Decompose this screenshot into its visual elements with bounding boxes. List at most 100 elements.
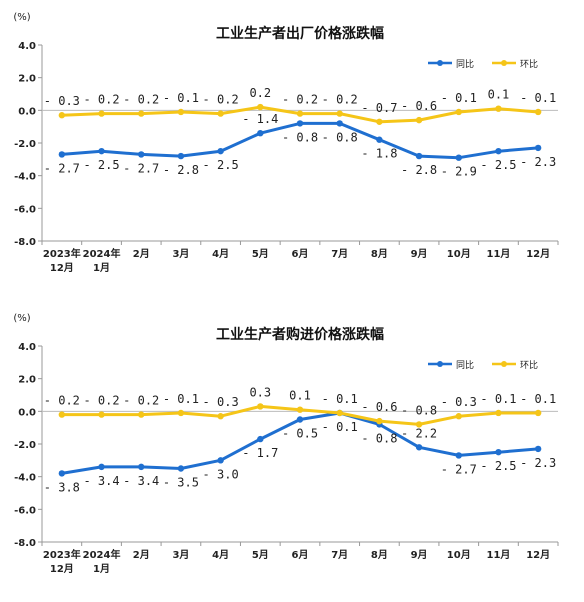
x-tick-label: 9月 xyxy=(411,248,428,260)
data-label: - 2.3 xyxy=(520,155,556,169)
data-label: - 2.5 xyxy=(480,158,516,172)
data-label: - 0.2 xyxy=(83,394,119,408)
legend-label: 环比 xyxy=(520,359,538,371)
data-point xyxy=(58,112,66,119)
y-axis-unit: (%) xyxy=(13,12,30,23)
data-label: - 0.7 xyxy=(361,101,397,115)
data-point xyxy=(177,152,185,160)
data-label: - 2.5 xyxy=(480,459,516,473)
data-label: - 0.3 xyxy=(203,395,239,409)
data-label: - 0.2 xyxy=(123,394,159,408)
y-tick-label: 2.0 xyxy=(18,74,36,85)
data-point xyxy=(217,413,224,420)
x-tick-label: 2024年 xyxy=(83,247,121,260)
x-tick-label: 2月 xyxy=(133,549,150,561)
data-label: 0.2 xyxy=(249,86,271,100)
y-tick-label: -4.0 xyxy=(14,473,36,484)
data-point xyxy=(296,110,304,117)
x-tick-label: 11月 xyxy=(487,549,511,561)
y-tick-label: 0.0 xyxy=(18,106,36,117)
chart-title: 工业生产者购进价格涨跌幅 xyxy=(216,326,384,343)
x-tick-label: 8月 xyxy=(371,549,388,561)
y-tick-label: -6.0 xyxy=(14,505,36,516)
data-point xyxy=(257,103,264,111)
data-point xyxy=(217,110,224,117)
ppi-output-chart: 工业生产者出厂价格涨跌幅 (%) 4.0 2.0 0.0 -2.0 -4.0 -6.0 -8.0… xyxy=(13,12,559,274)
data-point xyxy=(138,110,145,117)
x-tick-label: 2024年 xyxy=(83,548,121,561)
data-point xyxy=(296,406,304,413)
y-tick-label: 0.0 xyxy=(18,407,36,418)
data-label: - 3.0 xyxy=(203,467,239,481)
legend-label: 环比 xyxy=(520,58,538,70)
data-point xyxy=(296,416,304,423)
legend-label: 同比 xyxy=(456,58,474,70)
x-tick-label: 5月 xyxy=(252,248,269,260)
y-tick-label: 4.0 xyxy=(18,342,36,353)
data-point xyxy=(534,144,542,152)
chart-svg: 工业生产者购进价格涨跌幅 (%) 4.0 2.0 0.0 -2.0 -4.0 -6.0 -8.0… xyxy=(13,313,559,575)
y-tick-label: -2.0 xyxy=(14,139,36,150)
data-point xyxy=(534,445,542,453)
data-point xyxy=(415,421,423,428)
data-label: - 0.2 xyxy=(83,93,119,107)
data-point xyxy=(257,130,264,137)
legend-marker xyxy=(437,60,443,66)
data-point xyxy=(138,151,145,158)
x-tick-label: 2月 xyxy=(133,248,150,260)
data-label: 0.3 xyxy=(249,385,271,399)
x-tick-label: 10月 xyxy=(447,248,471,260)
data-label: - 0.6 xyxy=(361,400,397,414)
data-point xyxy=(415,444,423,451)
data-label: - 0.8 xyxy=(401,403,437,417)
data-point xyxy=(177,108,185,116)
data-label: - 0.2 xyxy=(282,93,318,107)
data-point xyxy=(336,120,343,127)
data-point xyxy=(534,108,542,116)
chart-svg: 工业生产者出厂价格涨跌幅 (%) 4.0 2.0 0.0 -2.0 -4.0 -6.0 -8.0… xyxy=(13,12,559,274)
data-point xyxy=(495,448,502,456)
x-tick-label: 3月 xyxy=(172,248,189,260)
x-tick-label: 6月 xyxy=(292,549,309,561)
data-label: - 0.3 xyxy=(44,94,80,108)
data-point xyxy=(58,411,66,418)
legend-marker xyxy=(501,60,507,66)
data-label: - 2.7 xyxy=(123,161,159,175)
data-point xyxy=(455,413,462,420)
data-point xyxy=(296,120,304,127)
x-tick-label: 12月 xyxy=(526,248,550,260)
data-label: - 0.3 xyxy=(441,395,477,409)
data-point xyxy=(217,457,224,464)
data-point xyxy=(257,435,264,443)
legend-marker xyxy=(501,361,507,367)
data-label: - 0.8 xyxy=(282,130,318,144)
y-tick-label: 2.0 xyxy=(18,375,36,386)
x-tick-label: 7月 xyxy=(331,248,348,260)
data-label: - 0.2 xyxy=(203,93,239,107)
data-label: - 0.1 xyxy=(163,392,199,406)
y-tick-label: -4.0 xyxy=(14,172,36,183)
data-point xyxy=(177,409,185,417)
data-point xyxy=(98,411,105,418)
x-tick-label: 11月 xyxy=(487,248,511,260)
data-point xyxy=(138,463,145,471)
data-point xyxy=(177,465,185,472)
data-label: - 2.5 xyxy=(203,158,239,172)
data-label: - 0.1 xyxy=(520,392,556,406)
data-point xyxy=(415,152,423,160)
x-tick-label: 4月 xyxy=(212,248,229,260)
x-tick-label: 2023年 xyxy=(43,247,81,260)
x-tick-label: 7月 xyxy=(331,549,348,561)
data-point xyxy=(495,147,502,155)
data-label: - 0.1 xyxy=(520,91,556,105)
data-label: - 0.2 xyxy=(44,394,80,408)
data-label: - 0.8 xyxy=(361,431,397,445)
chart-title: 工业生产者出厂价格涨跌幅 xyxy=(216,25,384,42)
x-tick-label: 12月 xyxy=(50,563,74,575)
data-point xyxy=(336,110,343,117)
legend-marker xyxy=(437,361,443,367)
data-point xyxy=(455,452,462,459)
data-label: - 0.1 xyxy=(322,392,358,406)
data-label: - 3.4 xyxy=(83,474,119,488)
data-point xyxy=(376,417,383,425)
